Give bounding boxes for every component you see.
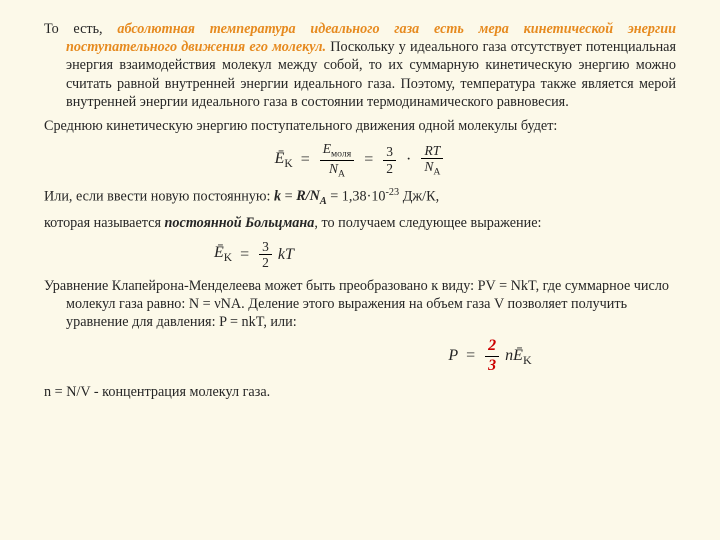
eq3-n: n: [505, 347, 513, 364]
p3c: = 1,38·10: [327, 188, 386, 204]
eq3-E: Ē: [513, 347, 523, 364]
equation-3: P = 2 3 nĒK: [304, 337, 676, 375]
eq1-lhs-E: Ē: [275, 150, 285, 167]
paragraph-2: Среднюю кинетическую энергию поступатель…: [44, 117, 676, 135]
p4a: которая называется: [44, 215, 165, 231]
paragraph-6: n = N/V - концентрация молекул газа.: [44, 383, 676, 401]
p4b: постоянной Больцмана: [165, 215, 315, 231]
p4c: , то получаем следующее выражение:: [314, 215, 541, 231]
eq2-rhs: kT: [278, 246, 294, 264]
eq1-frac3-num: RT: [421, 143, 443, 160]
eq1-den1-N: N: [329, 161, 338, 176]
p3b-Asub: A: [320, 196, 327, 207]
equation-2: ĒK = 3 2 kT: [44, 239, 676, 271]
eq2-lhs-sub: K: [224, 253, 232, 265]
eq1-frac3-den-N: N: [424, 159, 433, 174]
slide-page: То есть, абсолютная температура идеально…: [0, 0, 720, 540]
equation-1: ĒK = Eмоля NA = 3 2 · RT NA: [44, 141, 676, 180]
eq1-frac2-den: 2: [383, 161, 396, 177]
paragraph-4: которая называется постоянной Больцмана,…: [44, 214, 676, 232]
eq3-lhs: P: [448, 347, 458, 365]
p3c-exp: -23: [386, 187, 400, 198]
paragraph-3: Или, если ввести новую постоянную: k = R…: [44, 186, 676, 209]
p3d: Дж/К,: [399, 188, 439, 204]
p3b-R: R/N: [296, 188, 320, 204]
paragraph-1: То есть, абсолютная температура идеально…: [44, 20, 676, 111]
eq1-num1-E: E: [323, 141, 331, 156]
eq3-num: 2: [485, 337, 499, 356]
eq3-Esub: K: [523, 353, 532, 367]
eq2-num: 3: [259, 239, 272, 256]
eq1-frac3-den-sub: A: [433, 167, 440, 178]
p3b-eq: =: [281, 188, 296, 204]
eq1-lhs-sub: K: [284, 158, 292, 170]
p3a: Или, если ввести новую постоянную:: [44, 188, 274, 204]
eq3-den: 3: [485, 357, 499, 375]
paragraph-5: Уравнение Клапейрона-Менделеева может бы…: [44, 277, 676, 332]
p1-lead: То есть,: [44, 21, 117, 37]
eq2-lhs-E: Ē: [214, 244, 224, 261]
eq1-num1-sub: моля: [331, 149, 351, 160]
eq1-frac2-num: 3: [383, 144, 396, 161]
eq1-den1-sub: A: [338, 169, 345, 180]
eq2-den: 2: [259, 255, 272, 271]
